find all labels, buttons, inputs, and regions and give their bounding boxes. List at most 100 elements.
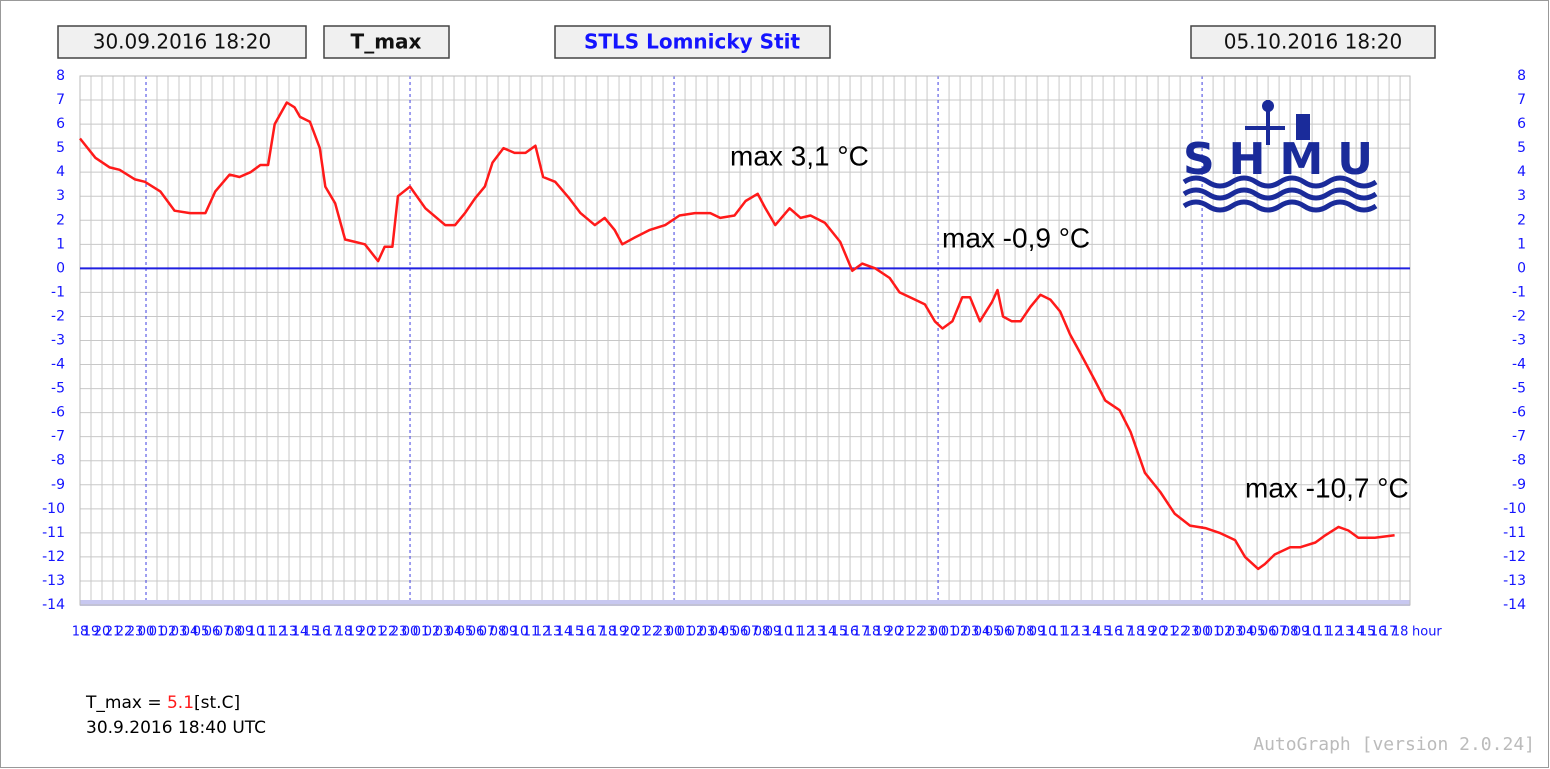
y-tick-label: -12	[42, 549, 65, 565]
x-tick-label: 06	[204, 625, 221, 640]
x-tick-label: 08	[1282, 625, 1299, 640]
y-tick-label: 5	[56, 140, 65, 156]
end-time: 05.10.2016 18:20	[1224, 30, 1403, 54]
x-tick-label: 19	[347, 625, 364, 640]
x-tick-label: 16	[578, 625, 595, 640]
x-tick-label: 06	[732, 625, 749, 640]
x-tick-label: 21	[1161, 625, 1178, 640]
x-tick-label: 03	[171, 625, 188, 640]
y-tick-label: -7	[51, 429, 65, 445]
x-tick-label: 02	[424, 625, 441, 640]
x-tick-label: 01	[941, 625, 958, 640]
series-line	[79, 101, 1395, 571]
x-tick-label: 03	[963, 625, 980, 640]
y-tick-label: -9	[51, 477, 65, 493]
x-tick-label: 04	[710, 625, 727, 640]
y-tick-label: -1	[51, 284, 65, 300]
x-tick-label: 14	[1348, 625, 1365, 640]
x-tick-label: 21	[105, 625, 122, 640]
y2-tick-label: -6	[1512, 405, 1526, 421]
y-tick-label: -14	[42, 597, 65, 613]
readout: T_max = 5.1[st.C]	[85, 693, 240, 713]
y-tick-label: -13	[42, 573, 65, 589]
x-tick-label: 04	[446, 625, 463, 640]
x-tick-label: 04	[1238, 625, 1255, 640]
x-tick-label: 18	[72, 625, 89, 640]
x-tick-label: 05	[721, 625, 738, 640]
readout-label: T_max =	[85, 693, 162, 713]
station-box	[554, 25, 831, 59]
x-tick-label: 08	[754, 625, 771, 640]
x-tick-label: 15	[831, 625, 848, 640]
x-tick-label: 08	[226, 625, 243, 640]
x-tick-label: 09	[1029, 625, 1046, 640]
y-tick-label: -5	[51, 381, 65, 397]
y-tick-label: 6	[56, 116, 65, 132]
x-tick-label: 12	[798, 625, 815, 640]
x-tick-label: 18	[336, 625, 353, 640]
x-tick-label: 05	[457, 625, 474, 640]
x-axis-label: hour	[1412, 625, 1442, 640]
x-tick-label: 18	[1392, 625, 1409, 640]
footer: AutoGraph [version 2.0.24]	[1253, 734, 1535, 755]
x-tick-label: 10	[248, 625, 265, 640]
x-tick-label: 15	[567, 625, 584, 640]
x-tick-label: 05	[985, 625, 1002, 640]
x-tick-label: 12	[1062, 625, 1079, 640]
x-tick-label: 18	[864, 625, 881, 640]
x-tick-label: 06	[1260, 625, 1277, 640]
x-tick-label: 23	[391, 625, 408, 640]
y-tick-label: -3	[51, 333, 65, 349]
y2-tick-label: -2	[1512, 308, 1526, 324]
y-tick-label: -2	[51, 308, 65, 324]
y-tick-label: -8	[51, 453, 65, 469]
y-tick-label: -10	[42, 501, 65, 517]
x-tick-label: 11	[1315, 625, 1332, 640]
x-tick-label: 08	[1018, 625, 1035, 640]
y2-tick-label: 1	[1517, 236, 1526, 252]
x-tick-label: 22	[116, 625, 133, 640]
readout-unit: [st.C]	[194, 693, 240, 713]
x-tick-label: 23	[127, 625, 144, 640]
x-tick-label: 17	[325, 625, 342, 640]
x-tick-label: 13	[809, 625, 826, 640]
x-tick-label: 17	[853, 625, 870, 640]
x-tick-label: 17	[1117, 625, 1134, 640]
readout-time: 30.9.2016 18:40 UTC	[86, 718, 266, 738]
x-tick-label: 20	[358, 625, 375, 640]
y2-tick-label: 8	[1517, 68, 1526, 84]
x-tick-label: 22	[908, 625, 925, 640]
x-tick-label: 09	[1293, 625, 1310, 640]
x-tick-label: 15	[1359, 625, 1376, 640]
x-tick-label: 08	[490, 625, 507, 640]
y2-tick-label: -3	[1512, 333, 1526, 349]
y2-tick-label: -9	[1512, 477, 1526, 493]
x-tick-label: 01	[677, 625, 694, 640]
x-tick-label: 10	[512, 625, 529, 640]
logo: SHMU	[1182, 100, 1378, 213]
x-tick-label: 11	[259, 625, 276, 640]
x-tick-label: 14	[556, 625, 573, 640]
x-tick-label: 18	[1128, 625, 1145, 640]
annotation: max 3,1 °C	[730, 140, 869, 171]
y-tick-label: 1	[56, 236, 65, 252]
x-tick-label: 18	[600, 625, 617, 640]
y-tick-label: 8	[56, 68, 65, 84]
x-tick-label: 12	[534, 625, 551, 640]
y2-tick-label: -11	[1503, 525, 1526, 541]
x-tick-label: 11	[523, 625, 540, 640]
y2-tick-label: 2	[1517, 212, 1526, 228]
x-tick-label: 20	[94, 625, 111, 640]
x-tick-label: 20	[622, 625, 639, 640]
readout-value: 5.1	[167, 693, 194, 713]
x-tick-label: 03	[1227, 625, 1244, 640]
y-tick-label: -4	[51, 357, 65, 373]
y2-tick-label: 3	[1517, 188, 1526, 204]
x-tick-label: 10	[1304, 625, 1321, 640]
x-tick-label: 07	[215, 625, 232, 640]
variable-box	[323, 25, 450, 59]
x-tick-label: 09	[501, 625, 518, 640]
x-tick-label: 07	[479, 625, 496, 640]
x-tick-label: 21	[369, 625, 386, 640]
